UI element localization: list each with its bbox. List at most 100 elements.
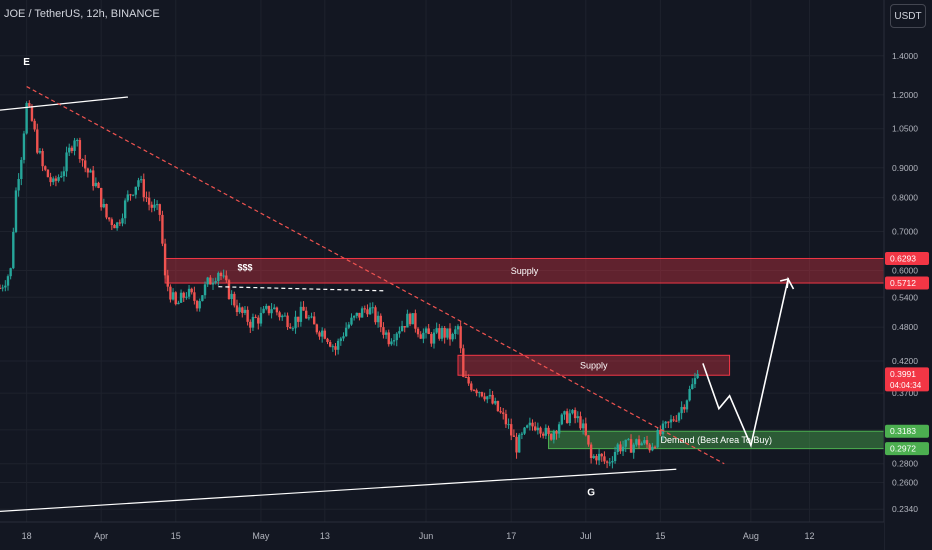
- candle-body: [486, 396, 489, 400]
- candle-body: [222, 275, 225, 277]
- candle-body: [392, 340, 396, 342]
- candle-body: [406, 313, 409, 328]
- candle-body: [659, 430, 662, 435]
- candle-body: [249, 321, 252, 328]
- supply-zone: [457, 354, 731, 376]
- x-tick-label: Jul: [580, 531, 592, 541]
- supply-zone: [164, 257, 885, 284]
- y-tick-label: 0.3700: [892, 388, 918, 398]
- candle-body: [6, 276, 10, 286]
- candle-body: [560, 414, 564, 425]
- candle-body: [70, 147, 74, 151]
- candle-body: [528, 422, 532, 426]
- candle-body: [49, 177, 52, 183]
- candle-body: [688, 389, 691, 401]
- currency-button[interactable]: USDT: [890, 4, 926, 28]
- candle-body: [97, 182, 100, 188]
- candle-body: [214, 281, 217, 283]
- time-axis-bg: [0, 522, 884, 550]
- candle-body: [14, 190, 18, 232]
- candle-body: [142, 179, 145, 198]
- candle-body: [624, 439, 627, 447]
- x-tick-label: 13: [320, 531, 330, 541]
- candle-body: [17, 178, 20, 191]
- candle-body: [171, 292, 175, 300]
- candle-body: [30, 106, 34, 121]
- candle-body: [153, 204, 156, 208]
- candle-body: [515, 436, 518, 453]
- supply-zone-label: Supply: [511, 266, 539, 276]
- x-tick-label: 15: [171, 531, 181, 541]
- candle-body: [126, 194, 130, 201]
- candle-body: [432, 332, 436, 344]
- candle-body: [105, 204, 108, 218]
- candle-body: [342, 336, 345, 339]
- candle-body: [211, 282, 215, 285]
- candle-body: [653, 446, 657, 448]
- candle-body: [46, 169, 50, 178]
- y-tick-label: 1.0500: [892, 124, 918, 134]
- y-tick-label: 0.9000: [892, 163, 918, 173]
- candle-body: [38, 150, 42, 153]
- candle-body: [371, 307, 374, 309]
- candle-body: [531, 422, 534, 427]
- candle-body: [145, 197, 148, 199]
- candle-body: [478, 392, 481, 394]
- candle-body: [379, 315, 382, 328]
- candle-body: [613, 451, 617, 462]
- candle-body: [294, 316, 297, 329]
- candle-body: [499, 411, 502, 413]
- candle-body: [94, 182, 98, 187]
- candle-body: [462, 348, 465, 377]
- candle-body: [621, 446, 625, 452]
- candle-body: [158, 204, 161, 215]
- candle-body: [533, 426, 537, 431]
- candle-body: [65, 152, 68, 172]
- price-label-text: 0.3183: [890, 426, 916, 436]
- candle-body: [57, 177, 60, 181]
- candle-body: [667, 421, 670, 423]
- candle-body: [507, 424, 510, 426]
- candle-body: [446, 328, 449, 338]
- candle-body: [520, 433, 524, 435]
- candle-body: [0, 288, 2, 290]
- trendline: [26, 86, 725, 465]
- price-label-text: 0.6293: [890, 253, 916, 263]
- candle-body: [557, 424, 561, 434]
- candle-body: [344, 327, 348, 337]
- candle-body: [219, 272, 223, 277]
- candle-body: [89, 170, 92, 173]
- candle-body: [265, 305, 268, 309]
- candle-body: [185, 296, 188, 298]
- candle-body: [541, 433, 545, 436]
- candle-body: [347, 324, 351, 328]
- price-label-countdown: 04:04:34: [890, 381, 922, 390]
- candle-body: [203, 284, 207, 296]
- candle-body: [400, 326, 404, 332]
- candle-body: [102, 204, 106, 208]
- candle-body: [475, 390, 478, 394]
- candle-body: [360, 308, 364, 318]
- candle-body: [603, 456, 606, 462]
- y-tick-label: 0.5400: [892, 292, 918, 302]
- annotation-label: $$$: [237, 263, 252, 273]
- candle-body: [363, 308, 366, 310]
- candle-body: [297, 316, 300, 322]
- candle-body: [632, 444, 635, 453]
- candle-body: [424, 328, 428, 333]
- candle-body: [619, 444, 622, 452]
- candle-body: [451, 333, 454, 340]
- candle-body: [22, 133, 26, 160]
- candle-body: [44, 166, 47, 170]
- candle-body: [648, 444, 651, 451]
- candle-body: [526, 425, 529, 428]
- candle-body: [512, 435, 516, 437]
- candle-body: [467, 377, 470, 384]
- y-tick-label: 0.2340: [892, 504, 918, 514]
- candle-body: [611, 461, 614, 463]
- candle-body: [278, 312, 281, 318]
- candle-body: [91, 170, 95, 187]
- candle-body: [504, 413, 508, 425]
- candle-body: [283, 315, 287, 317]
